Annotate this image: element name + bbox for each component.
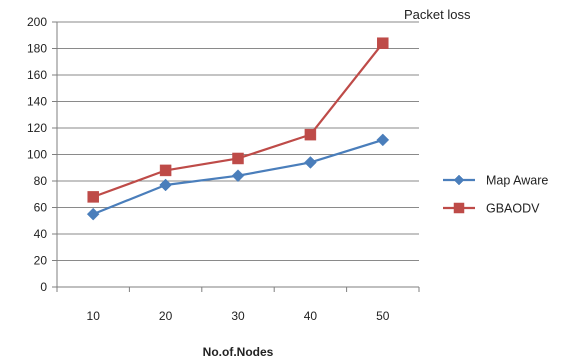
y-tick-label: 40 [34,227,48,241]
y-tick-label: 0 [40,280,47,294]
legend-label-map-aware: Map Aware [486,174,548,188]
data-point-map-aware [231,169,245,183]
data-point-gbaodv [87,191,99,203]
y-tick-label: 20 [34,254,48,268]
legend-marker-map-aware [453,174,465,186]
y-tick-label: 140 [27,95,47,109]
y-tick-label: 180 [27,42,47,56]
data-point-gbaodv [304,128,317,141]
y-tick-label: 200 [27,15,47,29]
data-point-map-aware [304,156,317,169]
data-point-map-aware [159,178,172,192]
x-tick-label: 50 [376,309,390,323]
y-tick-label: 120 [27,121,47,135]
y-tick-labels: 0 20 40 60 80 100 120 140 160 180 200 [27,15,47,294]
x-tick-label: 30 [231,309,245,323]
data-point-gbaodv [159,164,172,177]
x-tick-label: 20 [159,309,173,323]
x-tick-label: 40 [304,309,318,323]
data-point-gbaodv [377,37,389,49]
chart-title: Packet loss [404,7,471,22]
x-axis-label: No.of.Nodes [203,345,274,359]
y-tick-label: 80 [34,174,48,188]
data-point-map-aware [86,207,100,221]
x-tick-label: 10 [87,309,101,323]
gridlines [57,21,419,261]
data-point-gbaodv [232,152,244,165]
x-tick-labels: 10 20 30 40 50 [87,309,390,323]
legend-label-gbaodv: GBAODV [486,202,540,216]
y-tick-label: 100 [27,148,47,162]
legend-marker-gbaodv [453,202,465,214]
series-markers [86,37,390,221]
data-point-map-aware [376,133,390,147]
axes [52,21,420,292]
y-tick-label: 60 [34,201,48,215]
legend: Map Aware GBAODV [443,174,548,216]
y-tick-label: 160 [27,68,47,82]
